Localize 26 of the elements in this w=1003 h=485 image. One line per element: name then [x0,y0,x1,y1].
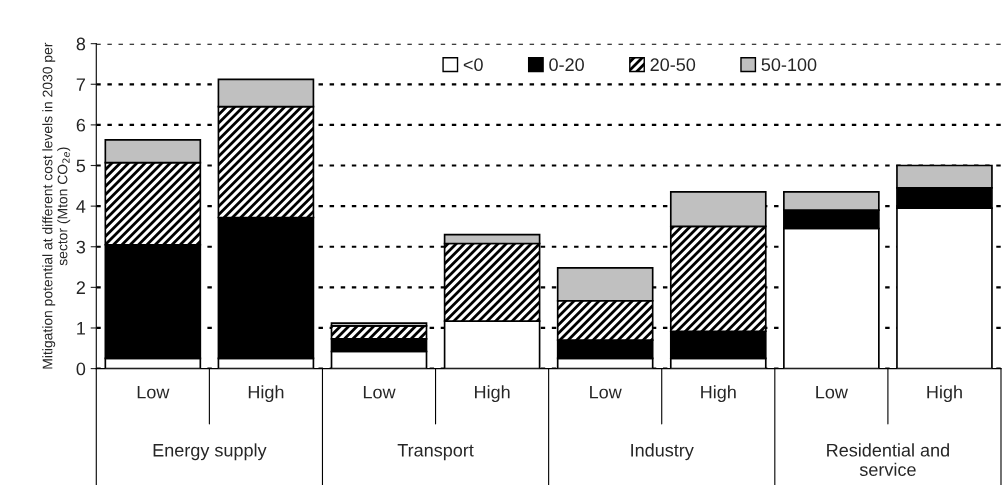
y-tick-label: 8 [76,37,86,51]
y-tick-label: 3 [76,240,86,254]
x-tick-label: Low [137,385,170,399]
text: Transport [397,444,474,461]
y-axis-title: Mitigation potential at different cost levels in 2030 per sector (Mton CO$_{2e}$) [42,42,71,369]
x-tick-label: Low [590,385,622,399]
y-tick-label: 6 [76,118,86,132]
legend-label: <0 [463,58,483,72]
x-tick-label: High [248,385,284,403]
x-tick-label: Low [816,385,848,399]
legend-label: 50-100 [761,58,817,72]
x-tick-label: Low [363,385,396,399]
y-tick-label: 2 [76,281,85,294]
y-tick-label: 1 [77,322,85,335]
text: Residential and service [827,443,949,477]
y-tick-label: 5 [76,159,86,173]
y-tick-label: 0 [76,362,86,376]
x-tick-label: High [927,385,962,403]
x-tick-label: High [475,385,510,403]
y-tick-label: 4 [76,200,86,213]
x-tick-label: High [701,385,736,403]
text: Industry [631,443,694,461]
legend-label: 0-20 [549,58,584,72]
legend-label: 20-50 [650,58,696,72]
text: Energy supply [153,443,267,461]
y-tick-label: 7 [76,78,85,91]
